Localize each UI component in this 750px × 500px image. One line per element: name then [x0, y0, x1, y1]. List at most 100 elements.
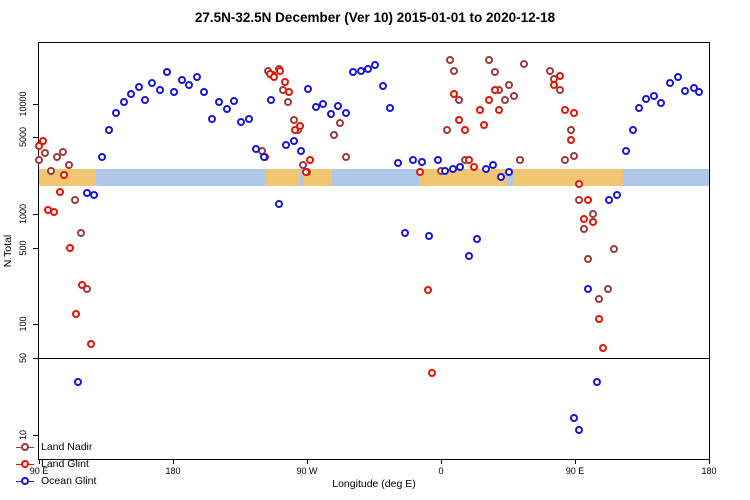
data-point-land-nadir: [545, 67, 554, 76]
data-point-ocean-glint: [319, 100, 328, 109]
data-point-ocean-glint: [649, 91, 658, 100]
data-point-land-nadir: [298, 161, 307, 170]
surface-band-land-segment: [304, 168, 333, 187]
legend-item-land-glint: Land Glint: [16, 457, 96, 471]
data-point-ocean-glint: [456, 162, 465, 171]
data-point-ocean-glint: [82, 189, 91, 198]
plot-area: 90 E 180 90 W 0 90 E 180 10 50 100 500 1000 5000 100…: [18, 42, 717, 476]
surface-band-ocean-segment: [332, 168, 419, 187]
data-point-land-nadir: [442, 126, 451, 135]
data-point-land-nadir: [70, 196, 79, 204]
data-point-ocean-glint: [393, 159, 402, 168]
data-point-ocean-glint: [163, 68, 172, 77]
data-point-land-glint: [569, 109, 578, 118]
y-axis-tick: [33, 357, 38, 359]
data-point-ocean-glint: [386, 104, 395, 113]
data-point-ocean-glint: [349, 68, 358, 77]
data-point-ocean-glint: [575, 426, 584, 434]
data-point-land-glint: [55, 187, 64, 196]
data-point-ocean-glint: [364, 64, 373, 73]
data-point-ocean-glint: [481, 164, 490, 173]
surface-band-ocean-segment: [506, 168, 514, 187]
data-point-land-nadir: [490, 68, 499, 77]
data-point-ocean-glint: [401, 228, 410, 237]
data-point-ocean-glint: [694, 87, 703, 96]
data-point-land-nadir: [289, 115, 298, 124]
surface-band-land-segment: [418, 168, 507, 187]
data-point-land-glint: [305, 156, 314, 165]
data-point-land-nadir: [283, 97, 292, 106]
data-point-land-glint: [291, 126, 300, 135]
data-point-land-glint: [301, 168, 310, 177]
data-point-land-nadir: [454, 95, 463, 104]
legend-label-land-glint: Land Glint: [41, 458, 89, 470]
data-point-land-nadir: [603, 284, 612, 293]
data-point-ocean-glint: [673, 73, 682, 82]
data-point-ocean-glint: [267, 95, 276, 104]
data-point-land-glint: [460, 126, 469, 135]
data-point-ocean-glint: [207, 115, 216, 124]
data-point-land-glint: [72, 309, 81, 318]
data-point-land-glint: [280, 77, 289, 86]
x-axis-tick: [575, 459, 576, 464]
x-tick-label: 0: [438, 466, 444, 476]
x-axis-tick: [307, 459, 308, 464]
data-point-ocean-glint: [505, 168, 514, 177]
data-point-ocean-glint: [341, 109, 350, 118]
data-point-ocean-glint: [177, 76, 186, 85]
data-point-land-nadir: [64, 161, 73, 170]
surface-band-land-segment: [513, 168, 623, 187]
data-point-land-nadir: [341, 153, 350, 162]
data-point-ocean-glint: [282, 140, 291, 149]
data-point-land-nadir: [594, 294, 603, 303]
data-point-ocean-glint: [371, 61, 380, 70]
data-point-ocean-glint: [200, 88, 209, 97]
data-point-ocean-glint: [311, 102, 320, 111]
data-point-land-nadir: [450, 67, 459, 76]
data-point-land-nadir: [501, 95, 510, 104]
legend-label-ocean-glint: Ocean Glint: [41, 475, 97, 487]
x-axis-tick: [39, 459, 40, 464]
data-point-ocean-glint: [155, 85, 164, 94]
data-point-ocean-glint: [73, 378, 82, 387]
y-tick-label: 1000: [18, 204, 28, 225]
data-point-ocean-glint: [104, 126, 113, 135]
data-point-ocean-glint: [326, 109, 335, 118]
data-point-ocean-glint: [112, 109, 121, 118]
data-point-ocean-glint: [472, 234, 481, 243]
y-axis-tick: [33, 324, 38, 326]
data-point-ocean-glint: [140, 95, 149, 104]
data-point-ocean-glint: [605, 196, 614, 204]
data-point-ocean-glint: [629, 126, 638, 135]
data-point-land-glint: [428, 369, 437, 378]
data-point-land-nadir: [46, 166, 55, 175]
y-axis-tick: [33, 247, 38, 249]
data-point-ocean-glint: [127, 89, 136, 98]
data-point-land-glint: [423, 286, 432, 295]
data-point-ocean-glint: [356, 67, 365, 76]
x-tick-label: 180: [701, 466, 717, 476]
data-point-land-nadir: [556, 85, 565, 94]
x-axis-tick: [709, 459, 710, 464]
ocean-glint-marker-icon: [16, 476, 34, 486]
y-tick-label: 10000: [18, 91, 28, 117]
data-point-land-glint: [484, 95, 493, 104]
data-point-land-glint: [416, 168, 425, 177]
data-point-land-glint: [550, 80, 559, 89]
legend-label-land-nadir: Land Nadir: [41, 441, 93, 453]
data-point-ocean-glint: [569, 414, 578, 423]
data-point-land-nadir: [588, 210, 597, 219]
x-tick-label: 90 E: [565, 466, 585, 476]
data-point-land-glint: [450, 89, 459, 98]
data-point-ocean-glint: [119, 97, 128, 106]
data-point-ocean-glint: [496, 172, 505, 181]
data-point-ocean-glint: [408, 156, 417, 165]
data-point-land-glint: [556, 72, 565, 81]
data-point-ocean-glint: [222, 105, 231, 114]
data-point-land-nadir: [335, 118, 344, 127]
data-point-land-nadir: [520, 60, 529, 69]
x-tick-label: 90 E: [29, 466, 49, 476]
data-point-land-glint: [566, 136, 575, 145]
legend-item-land-nadir: Land Nadir: [16, 440, 96, 454]
